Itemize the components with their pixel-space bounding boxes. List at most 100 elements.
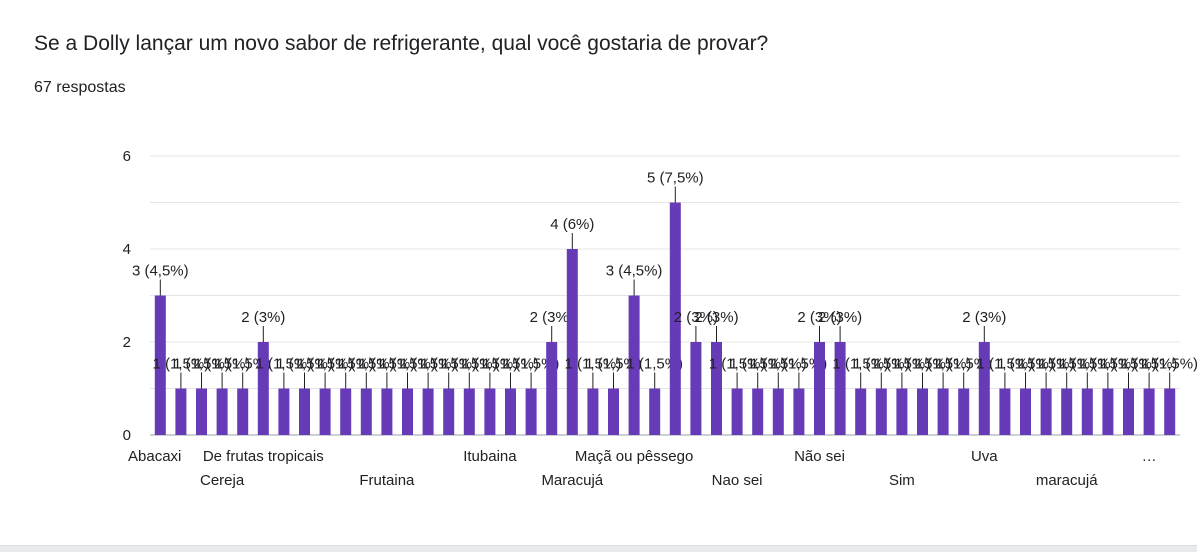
x-tick-label: Maracujá [541, 472, 603, 489]
x-tick-label: De frutas tropicais [203, 448, 324, 465]
data-label: 1 (1,5%) [874, 356, 931, 373]
bar [690, 342, 702, 435]
bar [628, 295, 640, 435]
data-label: 1 (1,5%) [750, 356, 807, 373]
data-label: 1 (1,5%) [729, 356, 786, 373]
bar [340, 388, 352, 435]
bar [752, 388, 764, 435]
bar [772, 388, 784, 435]
data-label: 1 (1,5%) [1059, 356, 1116, 373]
bar [546, 342, 558, 435]
x-tick-label: Sim [889, 472, 915, 489]
data-label: 2 (3%) [530, 309, 574, 326]
x-tick-label: maracujá [1036, 472, 1098, 489]
bar [711, 342, 722, 435]
bar [1040, 388, 1052, 435]
data-label: 1 (1,5%) [462, 356, 519, 373]
bar [360, 388, 372, 435]
data-label: 1 (1,5%) [832, 356, 889, 373]
bar [381, 388, 393, 435]
response-count: 67 respostas [34, 79, 126, 96]
y-tick-label: 6 [123, 148, 131, 165]
bar [216, 388, 228, 435]
data-label: 1 (1,5%) [400, 356, 457, 373]
bar [1123, 388, 1134, 435]
data-label: 3 (4,5%) [606, 263, 663, 280]
data-label: 1 (1,5%) [173, 356, 230, 373]
bar [1102, 388, 1114, 435]
bar [958, 388, 970, 435]
data-label: 2 (3%) [797, 309, 841, 326]
bar [422, 388, 434, 435]
bar [402, 388, 413, 435]
data-label: 5 (7,5%) [647, 170, 704, 187]
data-label: 1 (1,5%) [1018, 356, 1075, 373]
bar [257, 342, 269, 435]
bar [505, 388, 516, 435]
data-label: 1 (1,5%) [585, 356, 642, 373]
bar [649, 388, 661, 435]
bar [525, 388, 537, 435]
x-tick-label: Uva [971, 448, 998, 465]
bar [608, 388, 619, 435]
bar [834, 342, 846, 435]
data-label: 1 (1,5%) [626, 356, 683, 373]
bar [196, 388, 207, 435]
data-label: 1 (1,5%) [153, 356, 210, 373]
x-tick-label: Não sei [794, 448, 845, 465]
y-tick-label: 2 [123, 334, 131, 351]
bar [278, 388, 290, 435]
bar [999, 388, 1011, 435]
bar [1020, 388, 1031, 435]
data-label: 1 (1,5%) [338, 356, 395, 373]
bar [855, 388, 867, 435]
data-label: 1 (1,5%) [935, 356, 992, 373]
data-label: 1 (1,5%) [256, 356, 313, 373]
data-label: 1 (1,5%) [894, 356, 951, 373]
bar [814, 342, 825, 435]
bar [1081, 388, 1093, 435]
data-label: 1 (1,5%) [771, 356, 828, 373]
bar [1061, 388, 1073, 435]
x-tick-label: … [1142, 448, 1157, 465]
bar [237, 388, 249, 435]
bar [319, 388, 331, 435]
data-label: 1 (1,5%) [709, 356, 766, 373]
data-label: 1 (1,5%) [441, 356, 498, 373]
x-tick-label: Itubaina [463, 448, 517, 465]
bar [443, 388, 455, 435]
data-label: 2 (3%) [818, 309, 862, 326]
data-label: 1 (1,5%) [1121, 356, 1178, 373]
bar [731, 388, 743, 435]
data-label: 1 (1,5%) [1080, 356, 1137, 373]
data-label: 2 (3%) [962, 309, 1006, 326]
y-tick-label: 0 [123, 427, 131, 444]
data-label: 1 (1,5%) [977, 356, 1034, 373]
x-tick-label: Abacaxi [128, 448, 181, 465]
bar [463, 388, 475, 435]
bar [154, 295, 166, 435]
data-label: 1 (1,5%) [1038, 356, 1095, 373]
data-label: 1 (1,5%) [915, 356, 972, 373]
bar [587, 388, 599, 435]
bar [793, 388, 805, 435]
x-tick-label: Frutaina [359, 472, 415, 489]
bar [484, 388, 496, 435]
x-tick-label: Maçã ou pêssego [575, 448, 693, 465]
data-label: 1 (1,5%) [420, 356, 477, 373]
data-label: 1 (1,5%) [359, 356, 416, 373]
bar [299, 388, 310, 435]
bar [669, 202, 681, 435]
bar [978, 342, 990, 435]
bar [937, 388, 949, 435]
data-label: 1 (1,5%) [503, 356, 560, 373]
x-tick-label: Nao sei [712, 472, 763, 489]
bar [1143, 388, 1155, 435]
bar [1164, 388, 1176, 435]
data-label: 1 (1,5%) [214, 356, 271, 373]
data-label: 1 (1,5%) [1141, 356, 1197, 373]
bar [917, 388, 928, 435]
bar [175, 388, 187, 435]
